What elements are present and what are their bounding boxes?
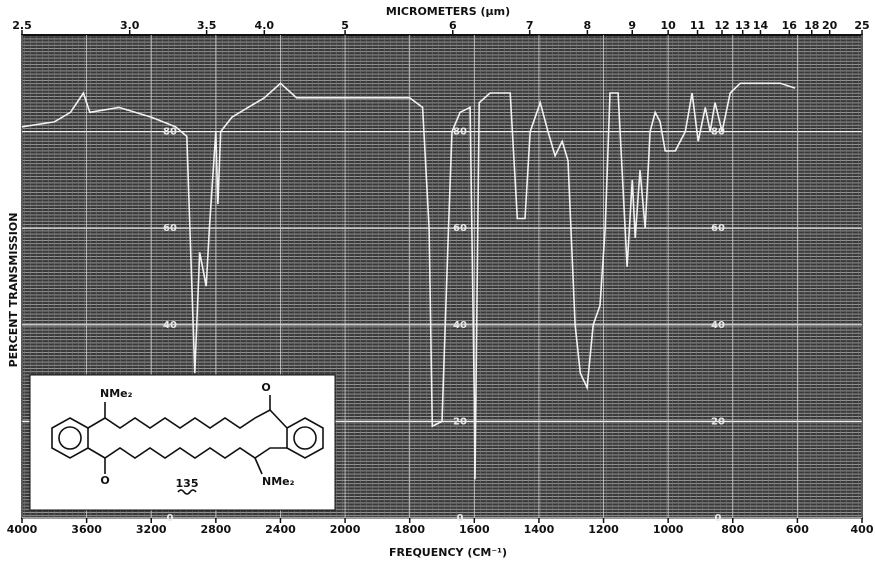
y-tick-label: 0 bbox=[457, 513, 464, 524]
annotation: NMe₂ bbox=[100, 387, 133, 400]
x2-tick-label: 7 bbox=[526, 19, 534, 32]
x-tick-label: 2000 bbox=[330, 523, 361, 536]
x2-tick-label: 2.5 bbox=[12, 19, 32, 32]
x2-tick-label: 3.5 bbox=[197, 19, 217, 32]
y-tick-label: 80 bbox=[453, 127, 467, 138]
y-tick-label: 20 bbox=[453, 416, 467, 427]
x2-tick-label: 12 bbox=[714, 19, 729, 32]
x2-tick-label: 4.0 bbox=[255, 19, 275, 32]
structure-labels: NMe₂ O O NMe₂ 135 bbox=[100, 381, 295, 490]
x2-tick-label: 6 bbox=[449, 19, 457, 32]
x2-tick-label: 11 bbox=[690, 19, 705, 32]
x-tick-label: 1600 bbox=[459, 523, 490, 536]
x2-tick-label: 20 bbox=[822, 19, 838, 32]
x2-tick-label: 13 bbox=[735, 19, 750, 32]
x2-tick-label: 8 bbox=[584, 19, 592, 32]
annotation: O bbox=[100, 474, 109, 487]
x-tick-label: 1800 bbox=[394, 523, 425, 536]
x2-tick-label: 5 bbox=[341, 19, 349, 32]
y-tick-label: 20 bbox=[711, 416, 725, 427]
x2-axis-title: MICROMETERS (µm) bbox=[386, 5, 510, 18]
y-axis-title: PERCENT TRANSMISSION bbox=[7, 213, 20, 368]
x-tick-label: 800 bbox=[721, 523, 744, 536]
x-tick-label: 400 bbox=[851, 523, 874, 536]
x-tick-label: 3200 bbox=[136, 523, 167, 536]
y-tick-label: 60 bbox=[163, 223, 177, 234]
structure-inset bbox=[29, 374, 336, 511]
y-tick-label: 0 bbox=[167, 513, 174, 524]
annotation: O bbox=[261, 381, 270, 394]
y-tick-label: 80 bbox=[711, 127, 725, 138]
y-tick-label: 60 bbox=[711, 223, 725, 234]
x2-tick-label: 16 bbox=[782, 19, 798, 32]
y-tick-label: 40 bbox=[711, 320, 725, 331]
x2-tick-label: 9 bbox=[628, 19, 636, 32]
y-tick-label: 80 bbox=[163, 127, 177, 138]
x-tick-label: 4000 bbox=[7, 523, 38, 536]
y-tick-label: 0 bbox=[715, 513, 722, 524]
x2-tick-label: 3.0 bbox=[120, 19, 140, 32]
x-tick-label: 1000 bbox=[653, 523, 684, 536]
x-tick-label: 1400 bbox=[524, 523, 555, 536]
x2-tick-label: 25 bbox=[854, 19, 869, 32]
y-tick-label: 40 bbox=[163, 320, 177, 331]
x-tick-label: 2800 bbox=[201, 523, 232, 536]
x-tick-label: 600 bbox=[786, 523, 809, 536]
x-axis-title: FREQUENCY (CM⁻¹) bbox=[389, 546, 507, 559]
annotation: NMe₂ bbox=[262, 475, 295, 488]
y-tick-label: 60 bbox=[453, 223, 467, 234]
x-tick-label: 3600 bbox=[71, 523, 102, 536]
annotation: 135 bbox=[176, 477, 199, 490]
x-tick-label: 2400 bbox=[265, 523, 296, 536]
spectrum-line bbox=[21, 82, 796, 480]
y-tick-label: 40 bbox=[453, 320, 467, 331]
x-tick-label: 1200 bbox=[588, 523, 619, 536]
x2-tick-label: 18 bbox=[804, 19, 819, 32]
x2-tick-label: 14 bbox=[753, 19, 769, 32]
x2-tick-label: 10 bbox=[660, 19, 676, 32]
